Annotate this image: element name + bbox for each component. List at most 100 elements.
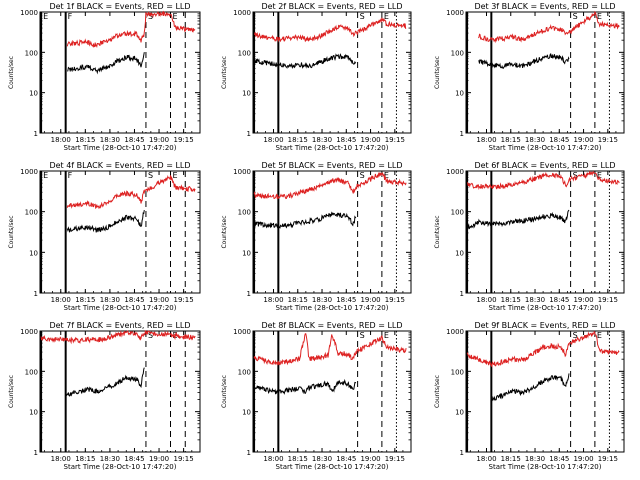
chart-panel-6: Det 6f BLACK = Events, RED = LLD 1 10 100 10…	[434, 161, 625, 312]
x-tick-label: 19:15	[385, 296, 405, 304]
x-tick-label: 19:15	[174, 296, 194, 304]
x-tick-label: 18:45	[336, 455, 356, 463]
y-tick-label: 1000	[233, 328, 251, 336]
y-axis-label: Counts/sec	[8, 375, 15, 408]
event-marker-label: E	[173, 12, 178, 21]
x-tick-label: 18:30	[312, 455, 332, 463]
chart-panel-2: Det 2f BLACK = Events, RED = LLD 1 10 100 10…	[221, 2, 412, 152]
event-marker-label: E	[43, 171, 48, 180]
x-tick-label: 19:15	[385, 136, 405, 144]
y-tick-label: 100	[451, 368, 464, 376]
events-series-line	[253, 378, 357, 395]
event-marker-label: E	[384, 12, 389, 21]
lld-series-line	[466, 331, 620, 368]
x-tick-label: 18:45	[124, 296, 144, 304]
x-axis-label: Start Time (28-Oct-10 17:47:20)	[64, 144, 177, 152]
y-axis-label: Counts/sec	[8, 56, 15, 89]
y-tick-label: 1	[460, 130, 464, 138]
chart-panel-7: Det 7f BLACK = Events, RED = LLD 1 10 100 10…	[8, 321, 201, 471]
y-axis-label: Counts/sec	[434, 56, 441, 89]
lld-series-line	[66, 10, 196, 48]
lld-series-line	[253, 333, 407, 366]
y-tick-label: 1	[34, 449, 38, 457]
x-tick-label: 19:00	[573, 455, 593, 463]
x-tick-label: 18:15	[501, 455, 521, 463]
events-series-line	[253, 53, 357, 70]
x-tick-label: 18:00	[51, 136, 71, 144]
y-tick-label: 1	[247, 449, 251, 457]
x-tick-label: 18:30	[100, 455, 120, 463]
x-tick-label: 19:15	[598, 455, 618, 463]
y-tick-label: 10	[455, 90, 464, 98]
lld-series-line	[467, 170, 620, 191]
lld-series-line	[253, 17, 407, 43]
x-tick-label: 19:00	[360, 455, 380, 463]
y-axis-label: Counts/sec	[221, 56, 228, 89]
event-marker-label: S	[360, 12, 365, 21]
event-marker-label: F	[68, 12, 73, 21]
events-series-line	[466, 209, 570, 230]
x-tick-label: 18:30	[525, 136, 545, 144]
y-tick-label: 1	[247, 290, 251, 298]
x-tick-label: 18:45	[124, 136, 144, 144]
x-tick-label: 19:00	[573, 296, 593, 304]
event-marker-label: S	[148, 171, 153, 180]
y-tick-label: 1000	[20, 168, 38, 176]
x-axis-label: Start Time (28-Oct-10 17:47:20)	[489, 304, 602, 312]
chart-title: Det 7f BLACK = Events, RED = LLD	[49, 321, 190, 330]
y-axis-label: Counts/sec	[221, 375, 228, 408]
plot-frame	[252, 170, 412, 294]
x-tick-label: 18:00	[51, 296, 71, 304]
y-tick-label: 100	[238, 368, 251, 376]
event-marker-label: E	[384, 171, 389, 180]
x-tick-label: 18:30	[312, 136, 332, 144]
y-axis-label: Counts/sec	[434, 375, 441, 408]
events-series-line	[66, 210, 145, 233]
plot-frame	[465, 11, 625, 134]
chart-title: Det 5f BLACK = Events, RED = LLD	[261, 161, 402, 170]
x-axis-label: Start Time (28-Oct-10 17:47:20)	[276, 304, 389, 312]
y-axis-label: Counts/sec	[8, 215, 15, 248]
y-tick-label: 10	[29, 90, 38, 98]
events-series-line	[490, 373, 570, 402]
chart-panel-8: Det 8f BLACK = Events, RED = LLD 1 10 100 10…	[221, 321, 412, 471]
y-tick-label: 1000	[20, 9, 38, 17]
x-tick-label: 19:00	[573, 136, 593, 144]
x-tick-label: 18:00	[263, 136, 283, 144]
y-tick-label: 10	[455, 409, 464, 417]
plot-frame	[465, 170, 625, 294]
chart-title: Det 1f BLACK = Events, RED = LLD	[49, 2, 190, 11]
y-tick-label: 100	[25, 368, 38, 376]
y-tick-label: 1000	[233, 9, 251, 17]
events-series-line	[67, 52, 145, 75]
y-tick-label: 10	[242, 409, 251, 417]
x-tick-label: 18:00	[263, 455, 283, 463]
x-tick-label: 19:15	[174, 136, 194, 144]
y-tick-label: 100	[238, 209, 251, 217]
x-axis-label: Start Time (28-Oct-10 17:47:20)	[276, 144, 389, 152]
plot-frame	[252, 11, 412, 134]
x-tick-label: 19:00	[149, 136, 169, 144]
x-tick-label: 18:15	[288, 296, 308, 304]
y-tick-label: 10	[242, 90, 251, 98]
y-tick-label: 10	[455, 249, 464, 257]
event-marker-label: S	[573, 12, 578, 21]
x-tick-label: 18:45	[549, 296, 569, 304]
lld-series-line	[40, 329, 196, 345]
x-tick-label: 19:15	[598, 296, 618, 304]
x-tick-label: 18:45	[549, 136, 569, 144]
x-tick-label: 19:15	[174, 455, 194, 463]
x-tick-label: 18:00	[476, 455, 496, 463]
x-tick-label: 18:15	[75, 136, 95, 144]
chart-title: Det 2f BLACK = Events, RED = LLD	[261, 2, 402, 11]
x-axis-label: Start Time (28-Oct-10 17:47:20)	[64, 304, 177, 312]
chart-title: Det 8f BLACK = Events, RED = LLD	[261, 321, 402, 330]
x-tick-label: 19:00	[360, 296, 380, 304]
y-tick-label: 100	[25, 209, 38, 217]
x-tick-label: 19:00	[360, 136, 380, 144]
y-tick-label: 10	[29, 249, 38, 257]
plot-frame	[252, 330, 412, 453]
chart-panel-3: Det 3f BLACK = Events, RED = LLD 1 10 100 10…	[434, 2, 625, 152]
x-tick-label: 18:30	[525, 455, 545, 463]
